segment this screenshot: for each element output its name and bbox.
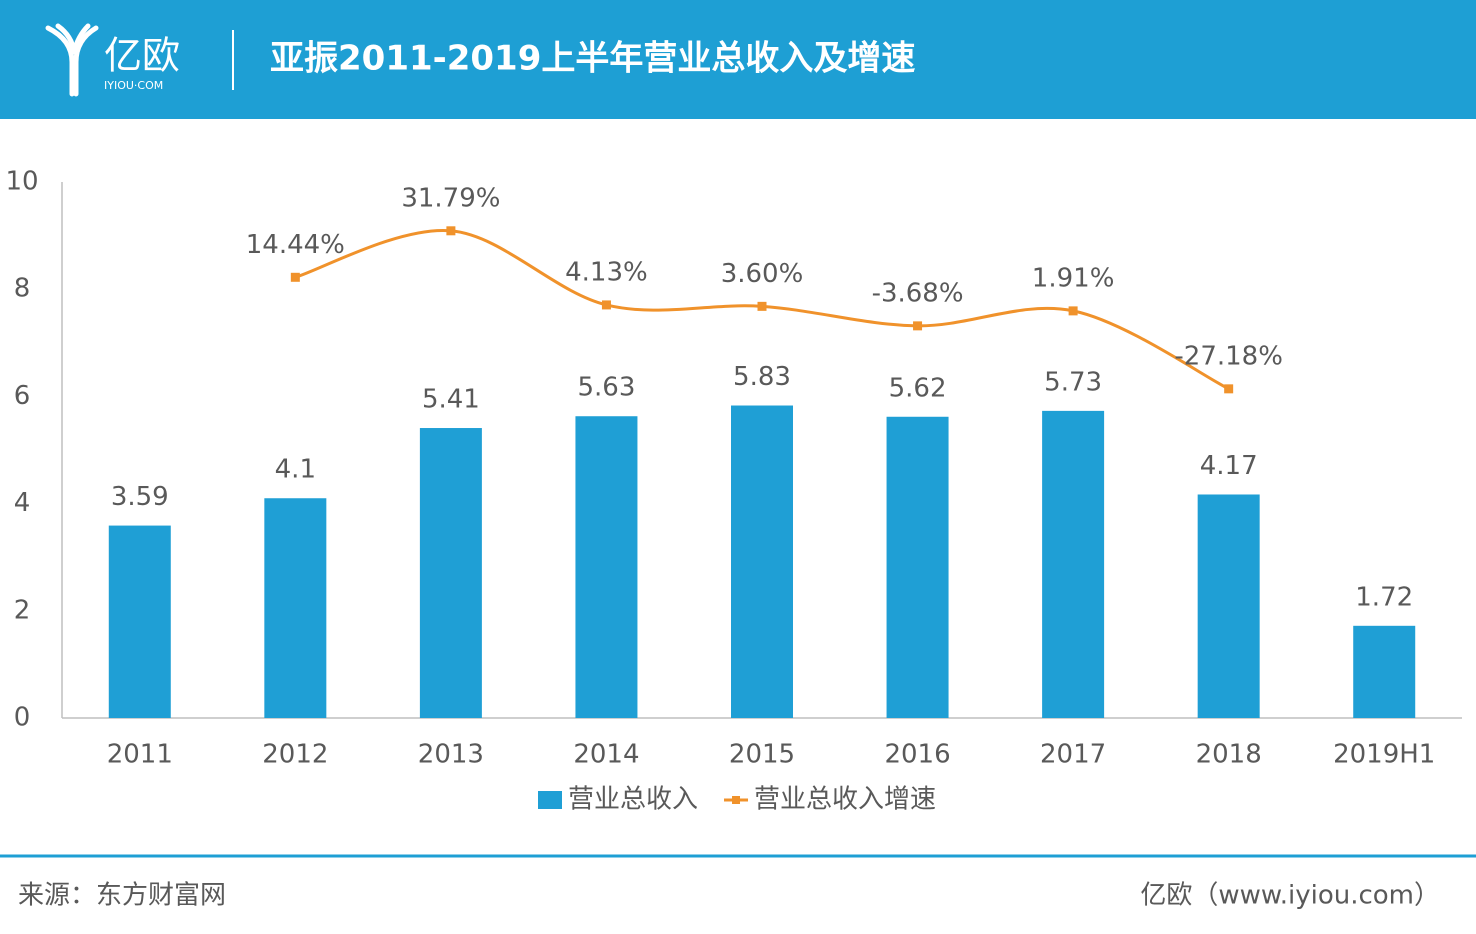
data-label: -3.68%: [872, 278, 964, 308]
title: 亚振2011-2019上半年营业总收入及增速: [270, 39, 915, 79]
x-tick-label: 2019H1: [1333, 740, 1435, 770]
bar: [575, 416, 638, 718]
y-tick-label: 8: [14, 274, 31, 304]
data-label: 5.63: [577, 373, 635, 403]
x-tick-label: 2018: [1196, 740, 1262, 770]
bar: [1197, 494, 1260, 718]
data-label: 1.91%: [1032, 263, 1115, 293]
data-label: 5.73: [1044, 367, 1102, 397]
y-tick-label: 4: [14, 488, 31, 518]
x-tick-label: 2015: [729, 740, 795, 770]
x-tick-label: 2013: [418, 740, 484, 770]
x-tick-label: 2017: [1040, 740, 1106, 770]
legend-label: 营业总收入增速: [754, 785, 936, 815]
data-label: 4.1: [275, 455, 316, 485]
data-label: 31.79%: [401, 183, 500, 213]
data-label: 3.60%: [721, 259, 804, 289]
y-tick-label: 2: [14, 595, 31, 625]
bar: [419, 428, 482, 718]
bar: [264, 498, 327, 718]
x-tick-label: 2016: [884, 740, 950, 770]
bar: [886, 416, 949, 718]
logo-mark: [45, 23, 99, 97]
source: 来源：东方财富网: [18, 881, 226, 911]
line-marker: [1224, 384, 1234, 394]
x-tick-label: 2012: [262, 740, 328, 770]
data-label: 3.59: [111, 482, 169, 512]
credit: 亿欧（www.iyiou.com）: [1140, 881, 1440, 911]
data-label: 4.17: [1200, 451, 1258, 481]
data-label: 5.62: [889, 373, 947, 403]
line-marker: [757, 301, 767, 311]
y-tick-label: 0: [14, 703, 31, 733]
line-marker: [446, 226, 456, 236]
data-label: 5.41: [422, 385, 480, 415]
line-marker: [1068, 306, 1078, 316]
bar: [108, 525, 171, 718]
header-bar: [0, 0, 1476, 119]
x-tick-label: 2011: [107, 740, 173, 770]
data-label: 1.72: [1355, 582, 1413, 612]
data-label: -27.18%: [1174, 341, 1283, 371]
y-tick-label: 10: [5, 167, 38, 197]
data-label: 5.83: [733, 362, 791, 392]
x-tick-label: 2014: [573, 740, 639, 770]
logo-text: 亿欧: [104, 34, 180, 78]
data-label: 14.44%: [246, 230, 345, 260]
data-label: 4.13%: [565, 257, 648, 287]
y-tick-label: 6: [14, 381, 31, 411]
legend-swatch: [538, 791, 562, 809]
bar: [1353, 625, 1416, 718]
legend-swatch: [732, 796, 741, 804]
legend-label: 营业总收入: [568, 785, 698, 815]
line-marker: [601, 300, 611, 310]
logo-sub: IYIOU·COM: [104, 79, 163, 92]
bar: [731, 405, 793, 718]
line-marker: [913, 321, 923, 331]
line-marker: [290, 272, 300, 282]
bar: [1042, 410, 1105, 718]
